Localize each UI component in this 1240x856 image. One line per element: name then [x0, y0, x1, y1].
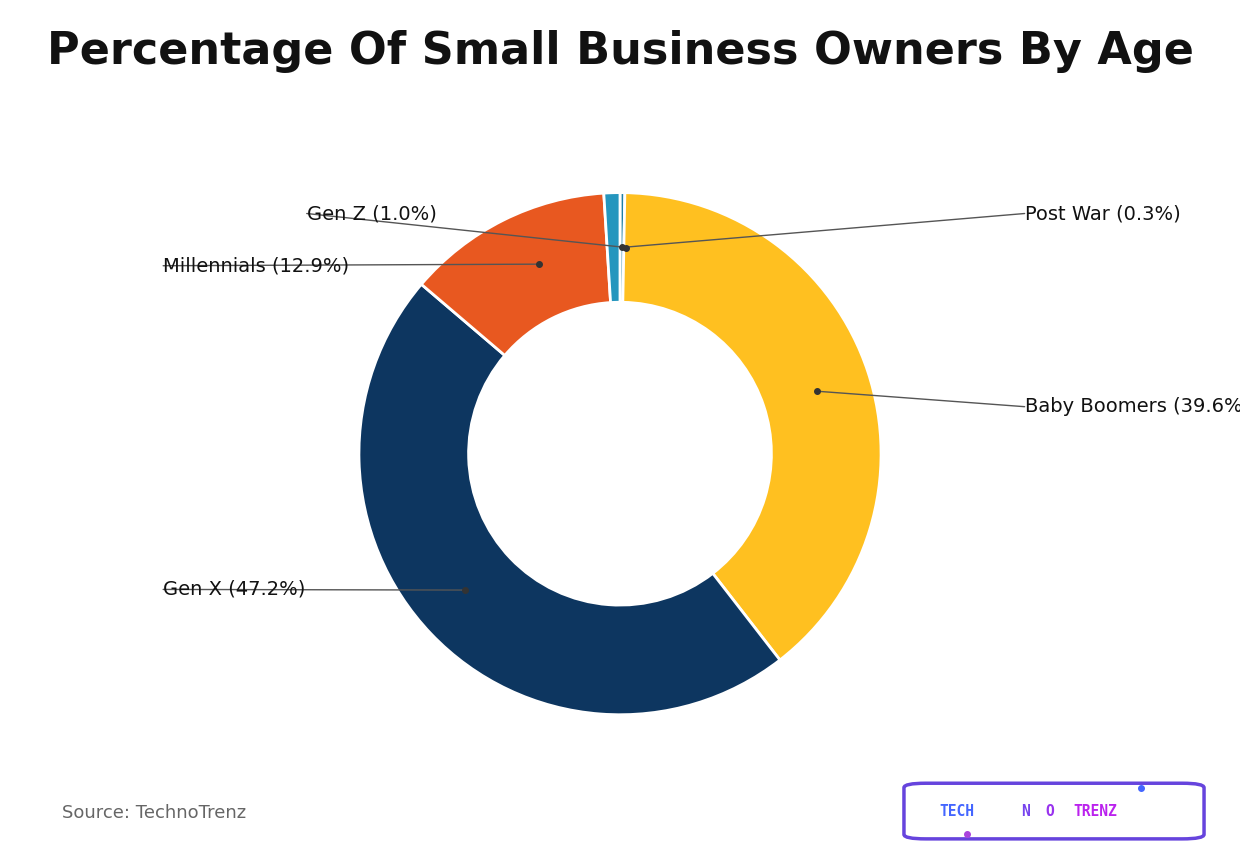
Text: Percentage Of Small Business Owners By Age: Percentage Of Small Business Owners By A…: [47, 30, 1193, 73]
Text: Gen X (47.2%): Gen X (47.2%): [164, 580, 305, 599]
Text: Post War (0.3%): Post War (0.3%): [1024, 204, 1180, 223]
Wedge shape: [604, 193, 620, 302]
Text: Millennials (12.9%): Millennials (12.9%): [164, 256, 350, 276]
Text: Gen Z (1.0%): Gen Z (1.0%): [306, 204, 436, 223]
Text: Baby Boomers (39.6%): Baby Boomers (39.6%): [1024, 397, 1240, 416]
Text: TECH: TECH: [940, 804, 975, 818]
Text: Gen X (47.2%): Gen X (47.2%): [164, 580, 305, 599]
Text: Millennials (12.9%): Millennials (12.9%): [164, 256, 350, 276]
Text: O: O: [1045, 804, 1054, 818]
Text: Baby Boomers (39.6%): Baby Boomers (39.6%): [1024, 397, 1240, 416]
Text: Post War (0.3%): Post War (0.3%): [1024, 204, 1180, 223]
Text: N: N: [1022, 804, 1030, 818]
Wedge shape: [358, 284, 780, 715]
Wedge shape: [620, 193, 625, 302]
Text: Source: TechnoTrenz: Source: TechnoTrenz: [62, 804, 246, 822]
Wedge shape: [422, 193, 610, 355]
Text: Gen Z (1.0%): Gen Z (1.0%): [306, 204, 436, 223]
Wedge shape: [622, 193, 882, 660]
Text: TRENZ: TRENZ: [1073, 804, 1117, 818]
